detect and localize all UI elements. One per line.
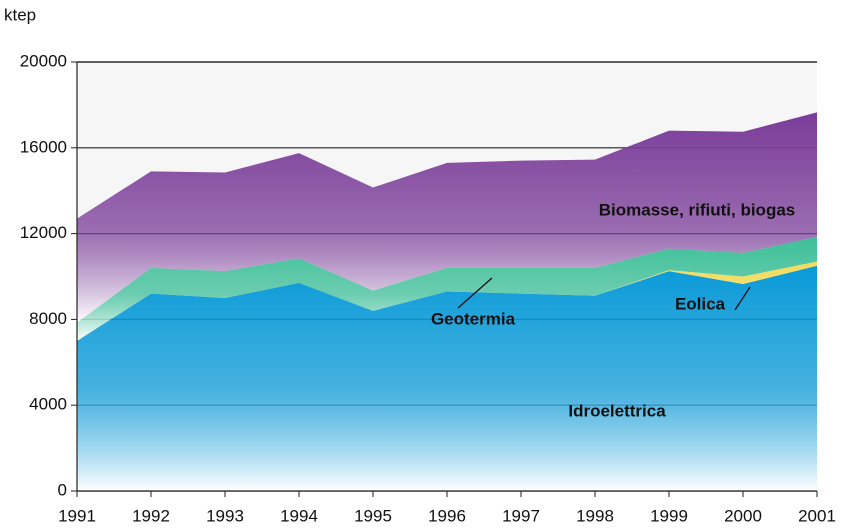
- y-tick-label: 0: [58, 480, 67, 499]
- series-label: Eolica: [675, 294, 726, 313]
- x-tick-label: 1993: [206, 506, 244, 525]
- x-tick-label: 2001: [798, 506, 836, 525]
- x-tick-label: 1997: [502, 506, 540, 525]
- x-tick-label: 2000: [724, 506, 762, 525]
- y-tick-label: 4000: [29, 395, 67, 414]
- x-tick-label: 1996: [428, 506, 466, 525]
- x-tick-label: 1999: [650, 506, 688, 525]
- area: [77, 112, 817, 323]
- area: [77, 265, 817, 491]
- leader-line: [734, 286, 751, 311]
- y-tick-label: 8000: [29, 309, 67, 328]
- y-tick-label: 12000: [20, 223, 67, 242]
- x-tick-label: 1991: [58, 506, 96, 525]
- area: [77, 236, 817, 341]
- series-label: Biomasse, rifiuti, biogas: [599, 200, 796, 219]
- leader-line: [457, 277, 493, 309]
- x-tick-label: 1995: [354, 506, 392, 525]
- y-axis-label: ktep: [4, 5, 36, 24]
- y-tick-label: 20000: [20, 51, 67, 70]
- x-tick-label: 1998: [576, 506, 614, 525]
- series-label: Geotermia: [431, 309, 516, 328]
- series-label: Idroelettrica: [568, 401, 666, 420]
- x-tick-label: 1994: [280, 506, 318, 525]
- y-tick-label: 16000: [20, 137, 67, 156]
- x-tick-label: 1992: [132, 506, 170, 525]
